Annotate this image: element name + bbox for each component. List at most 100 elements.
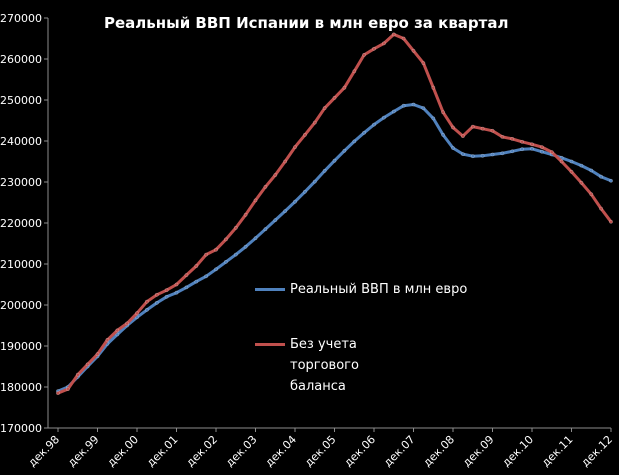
data-point: [135, 311, 139, 316]
data-point: [490, 152, 495, 157]
x-tick-label: дек.05: [302, 433, 338, 469]
data-point: [243, 244, 248, 249]
data-point: [283, 159, 288, 164]
data-point: [362, 130, 367, 135]
data-point: [164, 288, 169, 293]
data-point: [293, 145, 297, 150]
data-point: [342, 148, 347, 153]
data-point: [559, 155, 564, 160]
y-tick-labels: 170000 180000 190000 200000 210000 220000 2300…: [0, 12, 42, 435]
data-point: [302, 132, 307, 137]
legend-swatch-gdp: [255, 288, 285, 291]
data-point: [411, 48, 416, 53]
data-point: [421, 61, 426, 66]
data-point: [283, 209, 288, 214]
data-point: [609, 178, 613, 183]
data-point: [85, 362, 90, 367]
data-point: [490, 128, 495, 133]
data-point: [520, 139, 525, 144]
y-tick-label: 210000: [0, 258, 42, 271]
data-point: [451, 146, 455, 150]
data-point: [470, 124, 475, 129]
data-point: [115, 332, 120, 337]
data-point: [204, 274, 209, 279]
y-tick-label: 220000: [0, 217, 42, 230]
data-point: [105, 337, 110, 342]
data-point: [352, 69, 357, 74]
data-point: [540, 149, 544, 154]
data-point: [579, 163, 584, 168]
legend-label-gdp: Реальный ВВП в млн евро: [290, 282, 468, 297]
data-point: [214, 247, 218, 252]
data-point: [421, 106, 426, 111]
data-point: [510, 149, 515, 154]
data-point: [500, 134, 505, 139]
data-point: [500, 151, 505, 156]
data-point: [135, 315, 139, 320]
data-point: [559, 159, 564, 164]
legend-label-no-trade: Без учета торгового баланса: [290, 337, 359, 394]
chart-title: Реальный ВВП Испании в млн евро за кварт…: [104, 14, 509, 32]
data-point: [569, 159, 574, 164]
data-point: [154, 292, 159, 297]
data-point: [223, 237, 228, 242]
data-point: [411, 102, 416, 107]
x-tick-label: дек.11: [539, 433, 575, 469]
y-tick-label: 200000: [0, 299, 42, 312]
x-tick-label: дек.00: [105, 433, 141, 469]
x-tick-label: дек.98: [26, 433, 62, 469]
data-point: [381, 115, 386, 120]
x-tick-label: дек.04: [263, 433, 299, 469]
data-point: [164, 294, 169, 299]
data-point: [540, 145, 544, 150]
data-point: [480, 153, 485, 158]
data-point: [510, 136, 515, 141]
data-point: [293, 199, 297, 204]
series-lines: [56, 32, 613, 396]
data-point: [589, 168, 594, 173]
data-point: [233, 225, 238, 230]
data-point: [520, 147, 525, 152]
data-point: [332, 96, 337, 100]
data-point: [223, 259, 228, 264]
data-point: [332, 158, 337, 163]
data-point: [214, 267, 218, 272]
data-point: [263, 184, 268, 189]
data-point: [362, 53, 367, 57]
data-point: [174, 290, 179, 295]
data-point: [549, 150, 554, 155]
data-point: [204, 252, 209, 257]
data-point: [243, 212, 248, 217]
data-point: [253, 198, 258, 203]
data-point: [401, 36, 406, 41]
data-point: [273, 173, 278, 177]
data-point: [263, 227, 268, 232]
axes: [44, 17, 612, 432]
data-point: [66, 387, 70, 392]
x-tick-label: дек.99: [65, 433, 101, 469]
data-point: [431, 116, 436, 121]
data-point: [599, 174, 604, 179]
data-point: [480, 126, 485, 131]
data-point: [372, 122, 376, 127]
data-point: [233, 252, 238, 257]
x-tick-label: дек.01: [144, 433, 180, 469]
x-tick-label: дек.12: [579, 433, 615, 469]
data-point: [194, 264, 199, 268]
data-point: [184, 285, 189, 290]
x-tick-label: дек.03: [223, 433, 259, 469]
data-point: [569, 169, 574, 174]
y-tick-label: 250000: [0, 94, 42, 107]
data-point: [322, 106, 327, 111]
x-tick-label: дек.07: [381, 433, 417, 469]
y-tick-label: 230000: [0, 176, 42, 189]
x-tick-label: дек.02: [184, 433, 220, 469]
data-point: [372, 46, 376, 51]
data-point: [352, 139, 357, 144]
data-point: [460, 134, 465, 139]
data-point: [401, 103, 406, 108]
x-tick-label: дек.08: [421, 433, 457, 469]
data-point: [460, 152, 465, 157]
